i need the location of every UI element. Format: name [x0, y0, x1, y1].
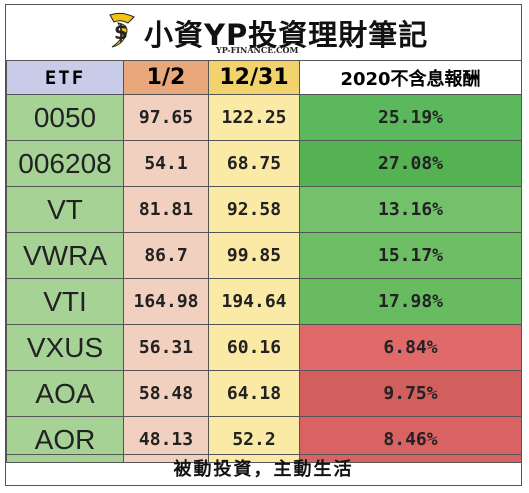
end-price-cell: 60.16: [208, 324, 300, 371]
table-row: VT 81.81 92.58 13.16%: [6, 186, 522, 233]
ticker-cell: AOR: [6, 416, 124, 463]
return-cell: 17.98%: [299, 278, 522, 325]
return-cell: 9.75%: [299, 370, 522, 417]
column-header-return: 2020不含息報酬: [299, 60, 522, 95]
column-header-etf: ETF: [6, 60, 124, 95]
start-price-cell: 56.31: [123, 324, 209, 371]
start-price-cell: 86.7: [123, 232, 209, 279]
start-price-cell: 164.98: [123, 278, 209, 325]
ticker-cell: VT: [6, 186, 124, 233]
ticker-cell: AOA: [6, 370, 124, 417]
table-row: VWRA 86.7 99.85 15.17%: [6, 232, 522, 279]
table-row: 0050 97.65 122.25 25.19%: [6, 94, 522, 141]
ticker-cell: VXUS: [6, 324, 124, 371]
return-cell: 13.16%: [299, 186, 522, 233]
header: $ 小資YP投資理財筆記 YP-FINANCE.COM: [6, 5, 521, 57]
end-price-cell: 92.58: [208, 186, 300, 233]
svg-text:$: $: [114, 20, 128, 44]
table-row: VXUS 56.31 60.16 6.84%: [6, 324, 522, 371]
ticker-cell: 006208: [6, 140, 124, 187]
return-cell: 15.17%: [299, 232, 522, 279]
start-price-cell: 97.65: [123, 94, 209, 141]
site-domain: YP-FINANCE.COM: [216, 45, 299, 55]
end-price-cell: 99.85: [208, 232, 300, 279]
column-header-end-date: 12/31: [208, 60, 300, 95]
ticker-cell: VTI: [6, 278, 124, 325]
start-price-cell: 81.81: [123, 186, 209, 233]
etf-return-card: $ 小資YP投資理財筆記 YP-FINANCE.COM ETF 1/2 12/3…: [5, 4, 522, 486]
column-header-start-date: 1/2: [123, 60, 209, 95]
brand-title: 小資YP投資理財筆記: [144, 18, 429, 52]
table-row: AOR 48.13 52.2 8.46%: [6, 416, 522, 463]
table-row: VTI 164.98 194.64 17.98%: [6, 278, 522, 325]
start-price-cell: 54.1: [123, 140, 209, 187]
etf-returns-table: ETF 1/2 12/31 2020不含息報酬 0050 97.65 122.2…: [6, 60, 522, 463]
ticker-cell: VWRA: [6, 232, 124, 279]
money-bag-logo-icon: $: [109, 12, 135, 48]
start-price-cell: 58.48: [123, 370, 209, 417]
return-cell: 6.84%: [299, 324, 522, 371]
return-cell: 27.08%: [299, 140, 522, 187]
end-price-cell: 194.64: [208, 278, 300, 325]
table-row: AOA 58.48 64.18 9.75%: [6, 370, 522, 417]
end-price-cell: 64.18: [208, 370, 300, 417]
footer-slogan: 被動投資，主動生活: [6, 454, 521, 485]
end-price-cell: 122.25: [208, 94, 300, 141]
table-row: 006208 54.1 68.75 27.08%: [6, 140, 522, 187]
end-price-cell: 68.75: [208, 140, 300, 187]
table-header-row: ETF 1/2 12/31 2020不含息報酬: [6, 60, 522, 95]
ticker-cell: 0050: [6, 94, 124, 141]
return-cell: 25.19%: [299, 94, 522, 141]
